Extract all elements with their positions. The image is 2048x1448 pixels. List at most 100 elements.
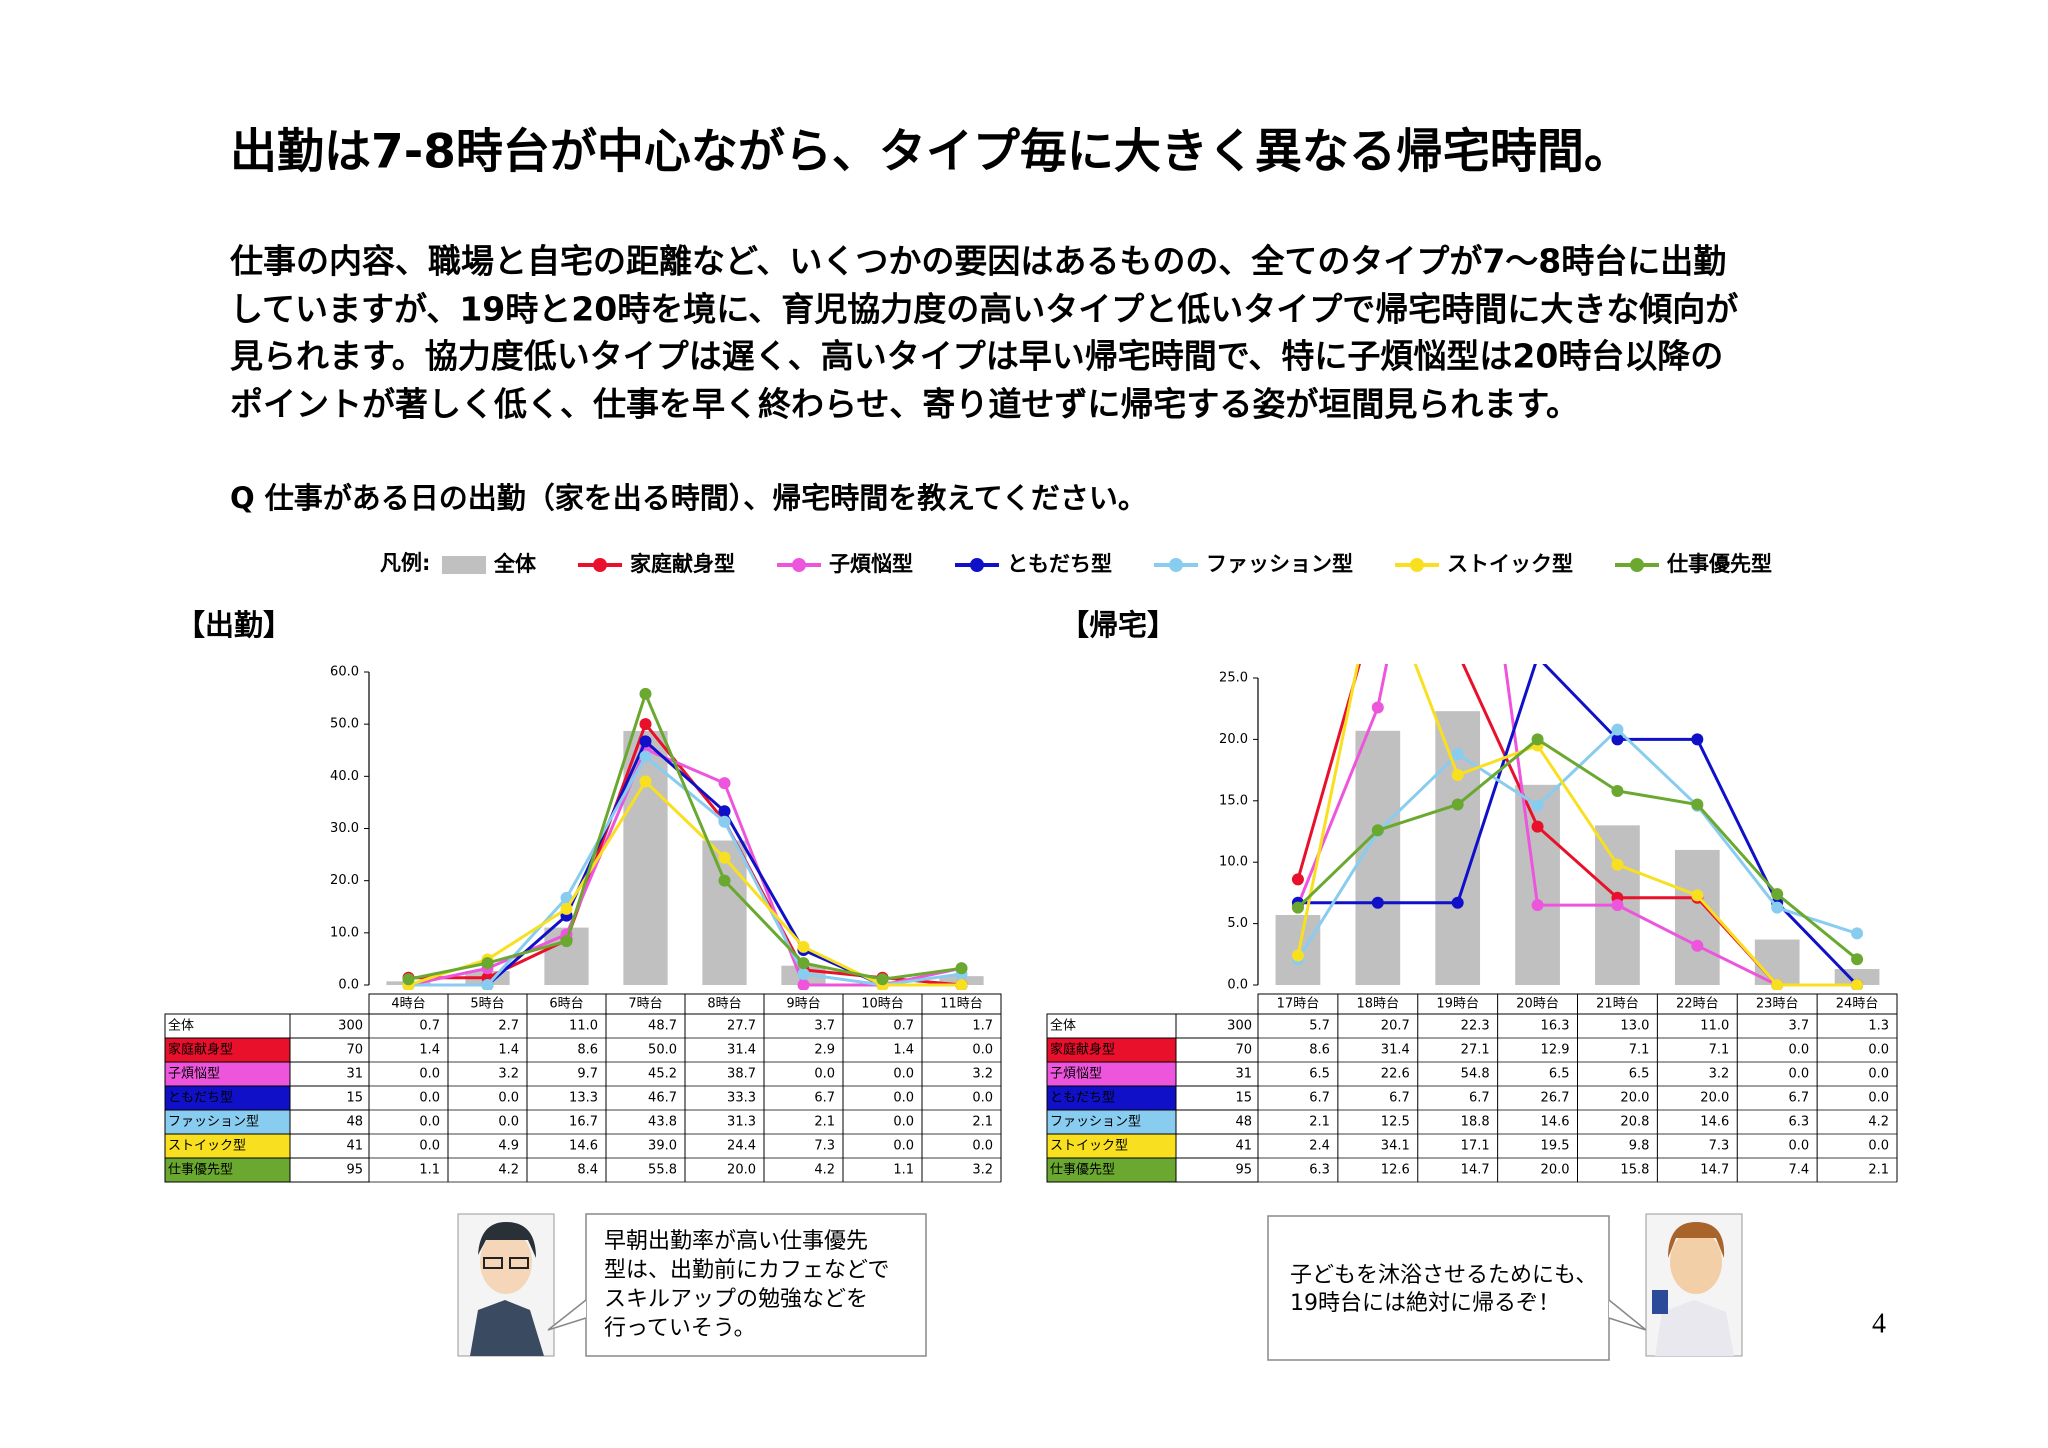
series-line — [408, 747, 962, 987]
point — [560, 902, 573, 915]
table-value: 0.0 — [419, 1091, 440, 1106]
point — [1691, 889, 1704, 902]
point — [718, 815, 731, 828]
column-header: 5時台 — [470, 997, 504, 1012]
point — [1291, 873, 1304, 886]
y-tick-label: 25.0 — [1219, 671, 1248, 686]
table-value: 0.0 — [972, 1043, 993, 1058]
row-label-cell — [164, 1157, 291, 1183]
table-value: 31.3 — [727, 1115, 756, 1130]
table-value: 48.7 — [648, 1019, 677, 1034]
table-value: 14.7 — [1461, 1163, 1490, 1178]
point — [402, 973, 415, 986]
legend-swatch — [442, 556, 486, 574]
n-cell — [1175, 1061, 1259, 1087]
n-cell — [289, 1037, 370, 1063]
table-value: 0.7 — [893, 1019, 914, 1034]
row-label: ストイック型 — [168, 1139, 246, 1154]
point — [560, 891, 573, 904]
table-value: 11.0 — [569, 1019, 598, 1034]
point — [1451, 896, 1464, 909]
table-value: 0.0 — [893, 1139, 914, 1154]
row-label-cell — [164, 1109, 291, 1135]
section-label: 【出勤】 — [176, 608, 292, 642]
row-label: 仕事優先型 — [1050, 1163, 1115, 1178]
table-value: 7.3 — [814, 1139, 835, 1154]
table-value: 0.0 — [1868, 1067, 1889, 1082]
table-value: 20.0 — [1620, 1091, 1649, 1106]
legend-swatch — [1410, 558, 1424, 572]
table-value: 12.6 — [1381, 1163, 1410, 1178]
table-value: 33.3 — [727, 1091, 756, 1106]
row-label: ファッション型 — [1050, 1115, 1141, 1130]
table-value: 1.3 — [1868, 1019, 1889, 1034]
column-header: 22時台 — [1676, 997, 1719, 1012]
table-value: 11.0 — [1700, 1019, 1729, 1034]
bar — [1674, 849, 1720, 985]
point — [1771, 901, 1784, 914]
row-n: 300 — [1227, 1019, 1252, 1034]
point — [1451, 798, 1464, 811]
row-n: 48 — [346, 1115, 363, 1130]
table-value: 1.1 — [419, 1163, 440, 1178]
table-value: 13.0 — [1620, 1019, 1649, 1034]
column-header: 19時台 — [1436, 997, 1479, 1012]
table-value: 12.9 — [1541, 1043, 1570, 1058]
table-value: 2.1 — [1868, 1163, 1889, 1178]
y-tick-label: 0.0 — [1227, 978, 1248, 993]
table-value: 8.4 — [577, 1163, 598, 1178]
point — [481, 979, 494, 990]
table-value: 7.3 — [1709, 1139, 1730, 1154]
table-value: 54.8 — [1461, 1067, 1490, 1082]
table-value: 0.7 — [419, 1019, 440, 1034]
point — [718, 777, 731, 790]
row-n: 31 — [346, 1067, 363, 1082]
point — [1451, 748, 1464, 761]
row-label: 全体 — [1050, 1018, 1076, 1034]
table-value: 24.4 — [727, 1139, 756, 1154]
table-value: 19.5 — [1541, 1139, 1570, 1154]
legend-entry: ともだち型 — [1007, 552, 1112, 576]
table-value: 6.7 — [1389, 1091, 1410, 1106]
bubble-text: 早朝出勤率が高い仕事優先 — [604, 1229, 868, 1254]
row-n: 41 — [1235, 1139, 1252, 1154]
n-cell — [1175, 1133, 1259, 1159]
table-value: 0.0 — [893, 1091, 914, 1106]
table-value: 6.5 — [1549, 1067, 1570, 1082]
table-value: 3.2 — [1709, 1067, 1730, 1082]
table-value: 18.8 — [1461, 1115, 1490, 1130]
y-tick-label: 15.0 — [1219, 793, 1248, 808]
point — [1611, 784, 1624, 797]
table-value: 0.0 — [972, 1139, 993, 1154]
row-label: ともだち型 — [1050, 1091, 1115, 1106]
table-value: 6.7 — [1788, 1091, 1809, 1106]
legend-entry: ストイック型 — [1447, 552, 1573, 576]
page-number: 4 — [1872, 1308, 1886, 1339]
n-cell — [1175, 1109, 1259, 1135]
point — [1611, 733, 1624, 746]
table-value: 16.7 — [569, 1115, 598, 1130]
point — [1291, 901, 1304, 914]
character-left — [457, 1213, 555, 1357]
row-n: 70 — [346, 1043, 363, 1058]
plot — [386, 687, 984, 990]
n-cell — [1175, 1013, 1259, 1039]
point — [1851, 927, 1864, 940]
column-header: 7時台 — [628, 997, 662, 1012]
point — [1371, 701, 1384, 714]
table-value: 0.0 — [893, 1067, 914, 1082]
table-value: 2.4 — [1309, 1139, 1330, 1154]
point — [560, 935, 573, 948]
table-value: 20.0 — [1700, 1091, 1729, 1106]
table-value: 0.0 — [1868, 1091, 1889, 1106]
table-value: 4.2 — [498, 1163, 519, 1178]
legend-swatch — [970, 558, 984, 572]
column-header: 23時台 — [1756, 997, 1799, 1012]
bubble-text: スキルアップの勉強などを — [604, 1287, 868, 1312]
point — [718, 851, 731, 864]
point — [639, 718, 652, 731]
table-value: 0.0 — [498, 1091, 519, 1106]
table-value: 3.7 — [1788, 1019, 1809, 1034]
series-line — [408, 689, 962, 981]
